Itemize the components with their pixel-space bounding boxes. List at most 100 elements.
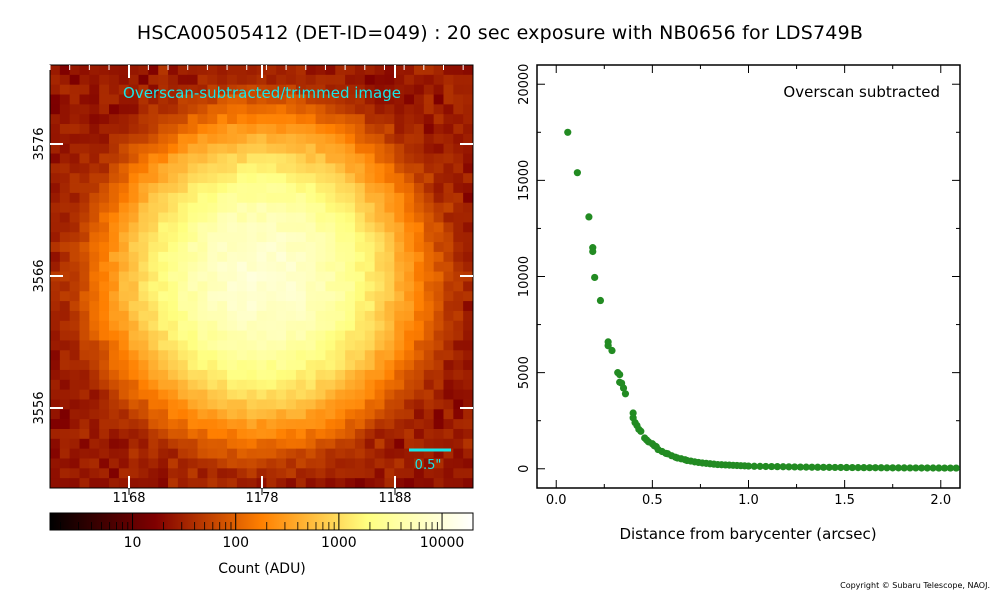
heatmap-cell bbox=[443, 74, 454, 86]
heatmap-cell bbox=[413, 261, 425, 272]
heatmap-cell bbox=[453, 133, 464, 145]
heatmap-cell bbox=[168, 192, 179, 204]
heatmap-cell bbox=[69, 74, 80, 86]
heatmap-cell bbox=[413, 320, 425, 332]
heatmap-cell bbox=[354, 301, 366, 312]
heatmap-cell bbox=[148, 202, 159, 213]
heatmap-cell bbox=[217, 468, 228, 479]
heatmap-cell bbox=[413, 251, 425, 263]
heatmap-cell bbox=[413, 173, 425, 184]
heatmap-cell bbox=[286, 133, 297, 145]
heatmap-cell bbox=[246, 310, 257, 322]
heatmap-cell bbox=[443, 163, 454, 174]
heatmap-cell bbox=[197, 350, 208, 361]
heatmap-cell bbox=[335, 369, 346, 381]
heatmap-cell bbox=[443, 369, 454, 381]
heatmap-cell bbox=[109, 291, 120, 302]
heatmap-cell bbox=[128, 281, 139, 292]
heatmap-cell bbox=[384, 419, 395, 430]
heatmap-cell bbox=[266, 143, 277, 154]
heatmap-cell bbox=[187, 124, 198, 135]
heatmap-cell bbox=[276, 340, 287, 351]
plot-xlabel: Distance from barycenter (arcsec) bbox=[619, 525, 876, 543]
heatmap-cell bbox=[217, 350, 228, 361]
heatmap-cell bbox=[325, 173, 336, 184]
heatmap-cell bbox=[305, 192, 317, 204]
heatmap-cell bbox=[50, 340, 61, 351]
heatmap-cell bbox=[50, 399, 61, 410]
heatmap-cell bbox=[138, 291, 149, 302]
heatmap-cell bbox=[50, 458, 61, 469]
heatmap-cell bbox=[295, 458, 307, 469]
heatmap-cell bbox=[99, 320, 110, 332]
heatmap-cell bbox=[187, 222, 198, 233]
heatmap-cell bbox=[433, 320, 444, 332]
heatmap-cell bbox=[315, 94, 326, 105]
heatmap-cell bbox=[364, 399, 376, 410]
heatmap-cell bbox=[168, 65, 179, 76]
heatmap-cell bbox=[197, 192, 208, 204]
heatmap-cell bbox=[286, 428, 297, 440]
heatmap-cell bbox=[345, 320, 356, 332]
heatmap-cell bbox=[295, 399, 307, 410]
heatmap-cell bbox=[89, 379, 100, 391]
heatmap-cell bbox=[354, 419, 366, 430]
heatmap-cell bbox=[335, 65, 346, 76]
heatmap-cell bbox=[89, 301, 100, 312]
heatmap-cell bbox=[59, 468, 71, 479]
heatmap-cell bbox=[118, 212, 130, 223]
colorbar: 10 100 1000 10000 Count (ADU) bbox=[49, 512, 474, 577]
heatmap-cell bbox=[236, 192, 248, 204]
heatmap-cell bbox=[187, 428, 198, 440]
heatmap-cell bbox=[463, 419, 474, 430]
heatmap-cell bbox=[148, 261, 159, 272]
heatmap-cell bbox=[276, 104, 287, 115]
heatmap-cell bbox=[118, 251, 130, 263]
heatmap-cell bbox=[374, 65, 385, 76]
data-point bbox=[819, 463, 828, 471]
heatmap-cell bbox=[276, 124, 287, 135]
heatmap-cell bbox=[246, 84, 257, 95]
heatmap-cell bbox=[276, 301, 287, 312]
heatmap-cell bbox=[227, 369, 238, 381]
heatmap-cell bbox=[69, 340, 80, 351]
heatmap-cell bbox=[128, 419, 139, 430]
heatmap-cell bbox=[118, 369, 130, 381]
heatmap-cell bbox=[138, 183, 149, 194]
heatmap-cell bbox=[128, 222, 139, 233]
heatmap-cell bbox=[364, 173, 376, 184]
heatmap-cell bbox=[217, 419, 228, 430]
heatmap-cell bbox=[128, 65, 139, 76]
heatmap-cell bbox=[295, 340, 307, 351]
heatmap-cell bbox=[246, 261, 257, 272]
plot-ytick-label: 0 bbox=[517, 465, 532, 473]
heatmap-cell bbox=[59, 360, 71, 371]
heatmap-cell bbox=[295, 202, 307, 213]
heatmap-cell bbox=[286, 104, 297, 115]
heatmap-cell bbox=[207, 291, 218, 302]
heatmap-cell bbox=[236, 468, 248, 479]
heatmap-cell bbox=[433, 212, 444, 223]
heatmap-cell bbox=[453, 448, 464, 459]
heatmap-cell bbox=[128, 242, 139, 253]
heatmap-cell bbox=[276, 428, 287, 440]
heatmap-cell bbox=[325, 251, 336, 263]
heatmap-cell bbox=[276, 438, 287, 450]
heatmap-cell bbox=[335, 163, 346, 174]
heatmap-cell bbox=[325, 340, 336, 351]
heatmap-cell bbox=[69, 350, 80, 361]
heatmap-cell bbox=[69, 478, 80, 489]
heatmap-cell bbox=[138, 173, 149, 184]
heatmap-cell bbox=[109, 399, 120, 410]
heatmap-cell bbox=[276, 183, 287, 194]
heatmap-cell bbox=[217, 232, 228, 243]
plot-ytick-label: 5000 bbox=[517, 356, 532, 389]
heatmap-cell bbox=[413, 389, 425, 400]
heatmap-cell bbox=[345, 350, 356, 361]
colorbar-tick-label: 100 bbox=[222, 535, 249, 551]
heatmap-cell bbox=[138, 330, 149, 341]
heatmap-cell bbox=[89, 242, 100, 253]
heatmap-cell bbox=[384, 94, 395, 105]
heatmap-cell bbox=[433, 271, 444, 282]
